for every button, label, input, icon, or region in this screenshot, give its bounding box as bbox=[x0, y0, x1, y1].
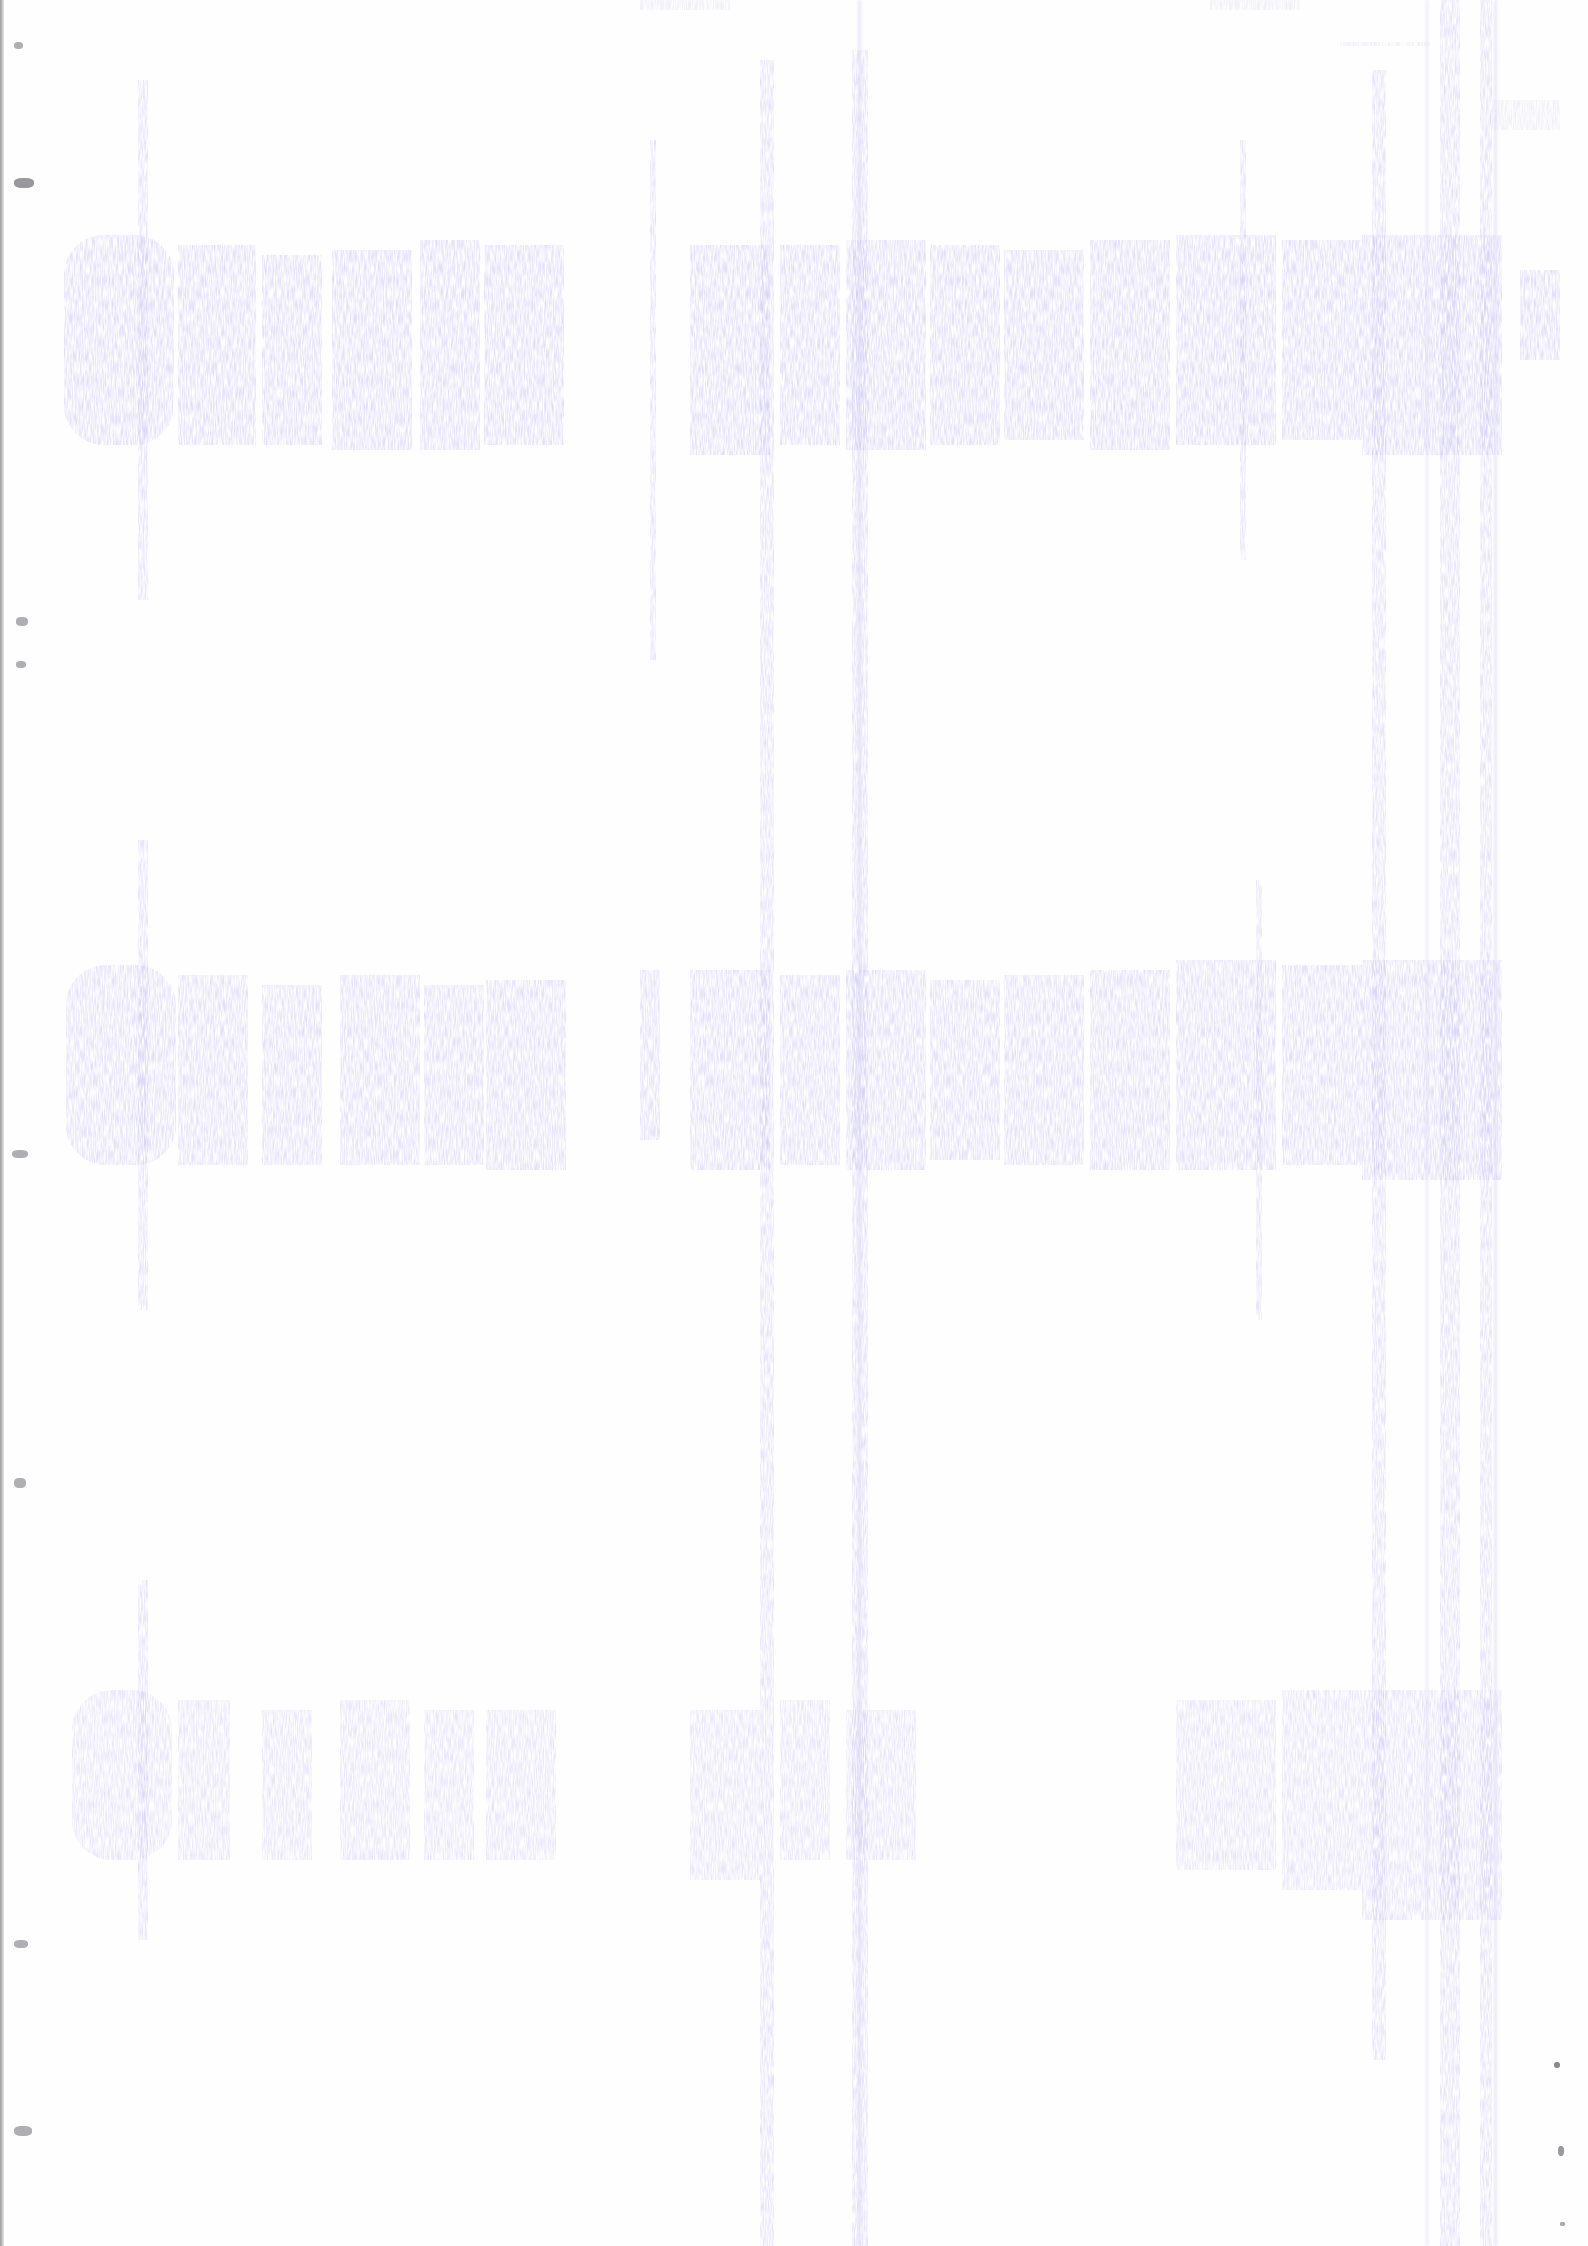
bleed-band-2 bbox=[66, 960, 1502, 1180]
page-left-edge-shadow bbox=[0, 0, 4, 2246]
corner-specks bbox=[1508, 2016, 1588, 2246]
left-margin-marks bbox=[0, 0, 60, 2246]
top-smudges bbox=[640, 0, 1560, 130]
bleed-fine-lines bbox=[858, 0, 1497, 2246]
bleed-band-3 bbox=[72, 1690, 1502, 1920]
bleed-vertical-streaks bbox=[138, 0, 1492, 2246]
bleed-band-1 bbox=[64, 235, 1560, 455]
